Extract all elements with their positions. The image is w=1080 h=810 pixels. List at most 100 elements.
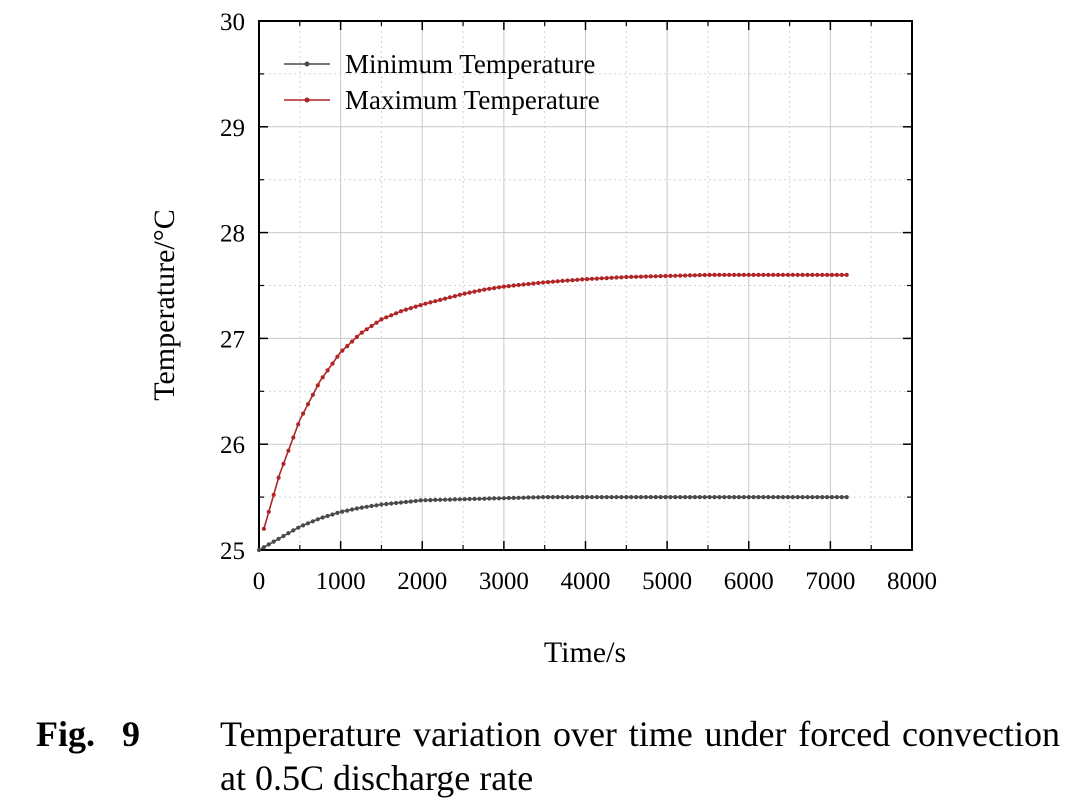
series-point-minimum-temperature <box>536 495 541 500</box>
series-point-minimum-temperature <box>766 495 771 500</box>
series-point-maximum-temperature <box>541 280 546 285</box>
series-point-maximum-temperature <box>531 281 536 286</box>
series-point-minimum-temperature <box>256 547 262 553</box>
series-point-maximum-temperature <box>555 279 560 284</box>
series-point-maximum-temperature <box>325 368 330 373</box>
series-point-maximum-temperature <box>516 282 521 288</box>
series-point-maximum-temperature <box>673 273 678 278</box>
series-point-maximum-temperature <box>780 272 786 277</box>
series-point-minimum-temperature <box>834 495 840 500</box>
series-point-maximum-temperature <box>761 272 766 277</box>
series-point-maximum-temperature <box>678 273 683 278</box>
series-point-maximum-temperature <box>653 274 658 279</box>
series-point-minimum-temperature <box>394 500 399 506</box>
series-point-minimum-temperature <box>795 495 800 500</box>
series-point-maximum-temperature <box>413 304 418 309</box>
series-point-maximum-temperature <box>452 294 457 299</box>
series-point-minimum-temperature <box>575 495 580 500</box>
series-point-minimum-temperature <box>384 501 389 507</box>
series-point-minimum-temperature <box>555 495 560 500</box>
series-point-minimum-temperature <box>829 495 835 500</box>
chart: 0 1000 2000 3000 4000 5000 6000 7000 8000 25 26 27 2… <box>148 9 937 669</box>
series-point-maximum-temperature <box>614 275 619 280</box>
series-point-minimum-temperature <box>398 500 404 505</box>
series-point-minimum-temperature <box>286 531 291 536</box>
series-point-minimum-temperature <box>736 495 742 500</box>
series-point-maximum-temperature <box>296 422 301 427</box>
series-point-minimum-temperature <box>325 513 330 519</box>
legend-marker-maximum <box>304 97 310 103</box>
series-point-minimum-temperature <box>594 495 600 500</box>
series-point-maximum-temperature <box>335 354 340 359</box>
series-point-minimum-temperature <box>261 545 266 550</box>
series-point-minimum-temperature <box>511 495 516 500</box>
series-point-maximum-temperature <box>839 272 844 277</box>
series-point-minimum-temperature <box>761 495 766 500</box>
series-point-minimum-temperature <box>683 495 688 500</box>
series-point-maximum-temperature <box>281 461 286 466</box>
series-point-minimum-temperature <box>820 495 825 500</box>
series-line-maximum-temperature <box>263 274 847 530</box>
series-point-minimum-temperature <box>673 495 678 500</box>
series-point-maximum-temperature <box>624 274 629 280</box>
series-point-maximum-temperature <box>638 274 644 279</box>
series-point-minimum-temperature <box>335 510 340 515</box>
series-point-maximum-temperature <box>511 283 516 288</box>
series-point-minimum-temperature <box>697 495 702 500</box>
series-point-minimum-temperature <box>443 497 448 502</box>
series-point-minimum-temperature <box>266 542 271 547</box>
series-point-minimum-temperature <box>790 495 795 500</box>
series-point-maximum-temperature <box>604 276 609 281</box>
series-point-maximum-temperature <box>398 309 404 314</box>
series-point-maximum-temperature <box>785 272 791 277</box>
series-point-minimum-temperature <box>330 512 335 517</box>
x-tick-label: 8000 <box>887 568 937 595</box>
series-point-minimum-temperature <box>663 495 668 500</box>
series-point-maximum-temperature <box>732 272 737 277</box>
series-point-maximum-temperature <box>266 509 271 514</box>
series-point-minimum-temperature <box>359 505 364 510</box>
series-point-minimum-temperature <box>350 507 355 512</box>
series-point-maximum-temperature <box>727 272 732 277</box>
series-point-minimum-temperature <box>727 495 732 500</box>
x-tick-label: 4000 <box>561 568 611 595</box>
series-point-maximum-temperature <box>594 276 600 281</box>
series-point-maximum-temperature <box>433 299 438 304</box>
y-tick-label: 25 <box>220 538 245 565</box>
series-point-maximum-temperature <box>310 392 315 397</box>
series-point-maximum-temperature <box>340 348 345 353</box>
series-point-maximum-temperature <box>477 288 482 293</box>
series-point-minimum-temperature <box>457 497 462 502</box>
series-maximum-temperature <box>261 272 849 531</box>
series-point-maximum-temperature <box>305 402 311 407</box>
series-point-minimum-temperature <box>516 495 521 500</box>
series-point-maximum-temperature <box>580 277 585 282</box>
series-point-minimum-temperature <box>839 495 844 500</box>
series-point-maximum-temperature <box>825 272 830 277</box>
series-point-minimum-temperature <box>815 495 820 500</box>
series-point-maximum-temperature <box>683 273 688 278</box>
series-point-maximum-temperature <box>492 286 497 291</box>
series-point-maximum-temperature <box>751 272 756 277</box>
series <box>256 272 849 553</box>
caption-text: Temperature variation over time under fo… <box>220 714 1060 798</box>
series-point-minimum-temperature <box>751 495 756 500</box>
series-point-minimum-temperature <box>648 495 653 500</box>
series-point-minimum-temperature <box>678 495 683 500</box>
series-point-minimum-temperature <box>624 495 629 500</box>
series-point-maximum-temperature <box>350 339 355 344</box>
x-tick-label: 6000 <box>724 568 774 595</box>
series-point-maximum-temperature <box>575 277 580 282</box>
series-point-maximum-temperature <box>354 334 359 339</box>
series-point-maximum-temperature <box>834 272 840 277</box>
axis-ticks: 0 1000 2000 3000 4000 5000 6000 7000 8000 25 26 27 2… <box>220 9 937 595</box>
series-point-minimum-temperature <box>364 504 369 509</box>
series-point-minimum-temperature <box>609 495 614 500</box>
series-point-maximum-temperature <box>364 327 369 332</box>
series-point-maximum-temperature <box>800 272 805 277</box>
series-point-maximum-temperature <box>668 273 673 278</box>
series-point-minimum-temperature <box>354 506 359 511</box>
series-point-maximum-temperature <box>599 276 604 281</box>
series-point-minimum-temperature <box>447 497 453 502</box>
series-point-minimum-temperature <box>413 498 418 504</box>
